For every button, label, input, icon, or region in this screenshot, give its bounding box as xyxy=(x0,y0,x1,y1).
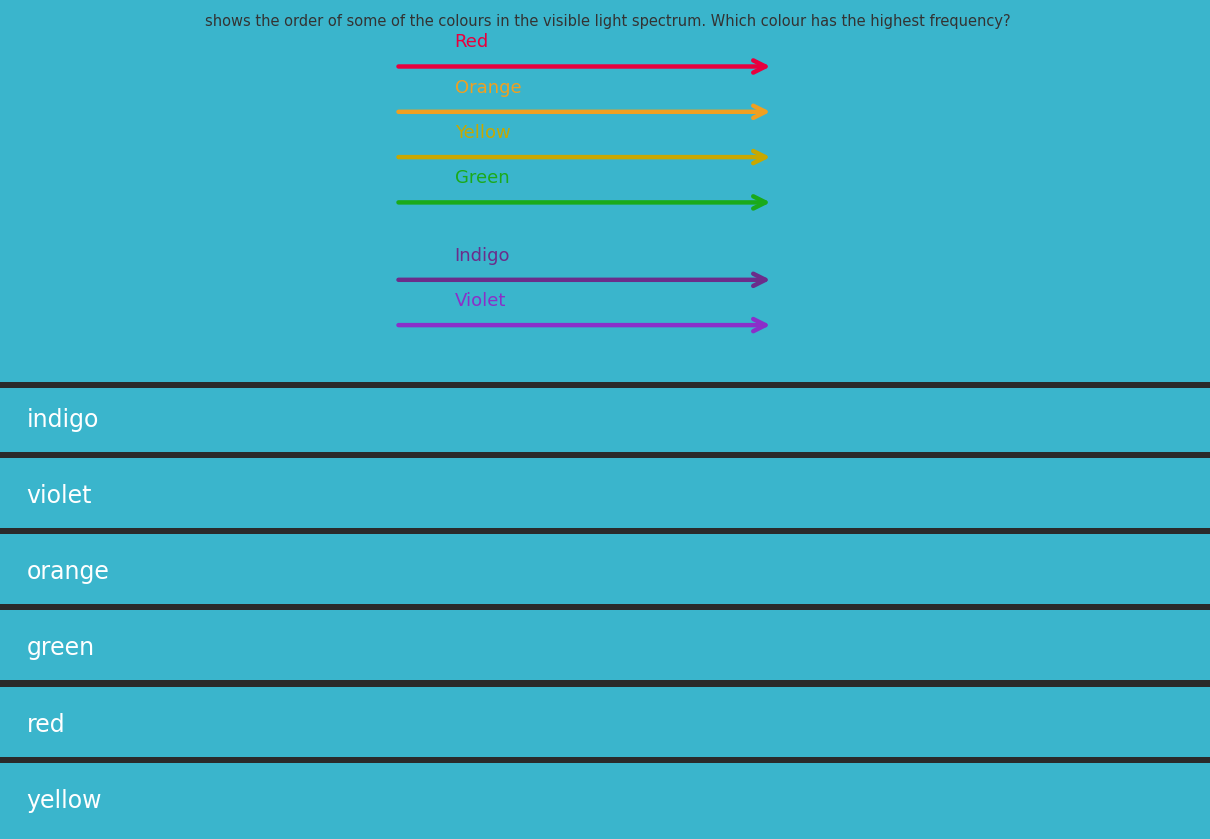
Text: indigo: indigo xyxy=(27,408,99,432)
Text: green: green xyxy=(27,637,94,660)
Text: violet: violet xyxy=(27,484,92,508)
Text: red: red xyxy=(27,712,65,737)
Text: Red: Red xyxy=(455,34,489,51)
Text: Orange: Orange xyxy=(455,79,522,96)
Bar xyxy=(0,757,1210,763)
Text: Indigo: Indigo xyxy=(455,247,511,265)
Text: Yellow: Yellow xyxy=(455,124,511,142)
Text: Green: Green xyxy=(455,169,509,187)
Text: shows the order of some of the colours in the visible light spectrum. Which colo: shows the order of some of the colours i… xyxy=(206,13,1010,29)
Bar xyxy=(0,604,1210,611)
Bar xyxy=(0,528,1210,534)
Text: Violet: Violet xyxy=(455,292,506,310)
Bar xyxy=(0,382,1210,388)
Text: yellow: yellow xyxy=(27,789,102,813)
Bar xyxy=(0,452,1210,458)
Bar xyxy=(0,680,1210,686)
Text: orange: orange xyxy=(27,560,109,584)
